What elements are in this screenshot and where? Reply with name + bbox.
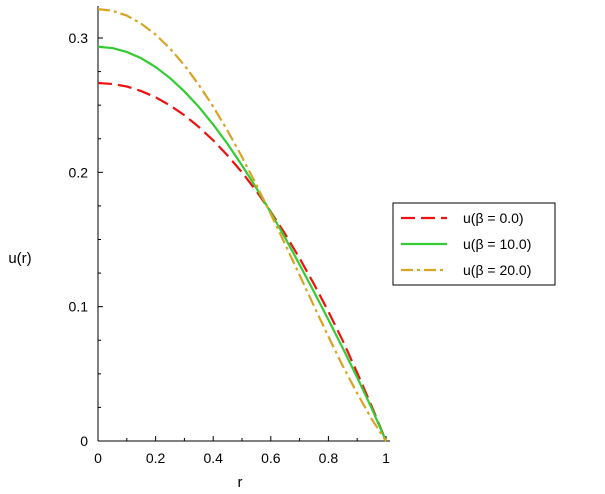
series-line-2 [97, 8, 387, 442]
series-line-0 [97, 81, 388, 442]
x-axis-label: r [238, 474, 243, 491]
y-tick-label: 0 [80, 433, 88, 449]
ticks: 0 0.2 0.4 0.6 0.8 1 0 0.1 0.2 0.3 [69, 30, 391, 466]
y-tick-label: 0.1 [69, 299, 89, 315]
legend: u(β = 0.0) u(β = 10.0) u(β = 20.0) [392, 202, 556, 286]
y-axis-label: u(r) [8, 250, 31, 267]
x-tick-label: 0.8 [319, 450, 339, 466]
y-tick-label: 0.2 [69, 164, 89, 180]
legend-label-1: u(β = 10.0) [463, 236, 531, 252]
x-tick-label: 0 [94, 450, 102, 466]
x-tick-label: 0.4 [203, 450, 223, 466]
series-line-1 [97, 45, 388, 442]
x-tick-label: 0.6 [261, 450, 281, 466]
curves [97, 8, 388, 442]
legend-label-2: u(β = 20.0) [463, 262, 531, 278]
legend-label-0: u(β = 0.0) [463, 210, 524, 226]
x-tick-label: 1 [382, 450, 390, 466]
y-tick-label: 0.3 [69, 30, 89, 46]
x-tick-label: 0.2 [146, 450, 166, 466]
axes [97, 6, 390, 442]
